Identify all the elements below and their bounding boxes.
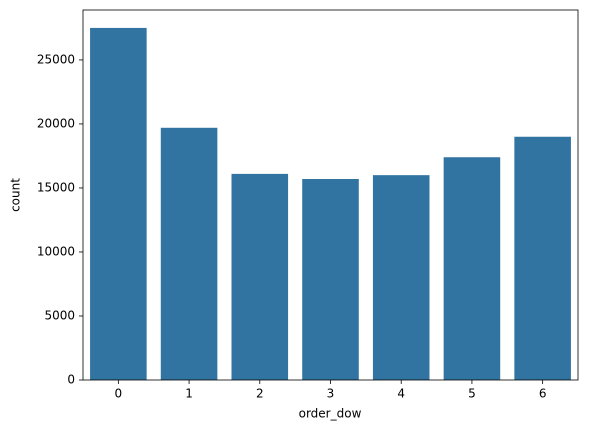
x-tick-label: 1 — [185, 387, 193, 401]
plot-frame — [82, 9, 579, 381]
bar — [443, 157, 501, 380]
bar — [90, 27, 147, 380]
y-tick-label: 10000 — [37, 244, 75, 258]
x-axis-label: order_dow — [299, 407, 362, 421]
x-tick-label: 3 — [327, 387, 335, 401]
bar — [372, 175, 430, 380]
x-tick-label: 5 — [468, 387, 476, 401]
x-tick-label: 6 — [539, 387, 547, 401]
bar — [160, 127, 218, 381]
y-axis-label: count — [9, 178, 23, 212]
y-tick-label: 15000 — [37, 180, 75, 194]
x-tick-label: 0 — [115, 387, 123, 401]
y-tick-label: 5000 — [44, 308, 75, 322]
bar — [302, 178, 359, 380]
y-tick-label: 20000 — [37, 116, 75, 130]
bar — [514, 136, 571, 380]
y-tick-label: 0 — [67, 373, 75, 387]
y-tick-label: 25000 — [37, 52, 75, 66]
x-tick-label: 2 — [256, 387, 264, 401]
bar — [231, 173, 289, 380]
x-tick-label: 4 — [397, 387, 405, 401]
